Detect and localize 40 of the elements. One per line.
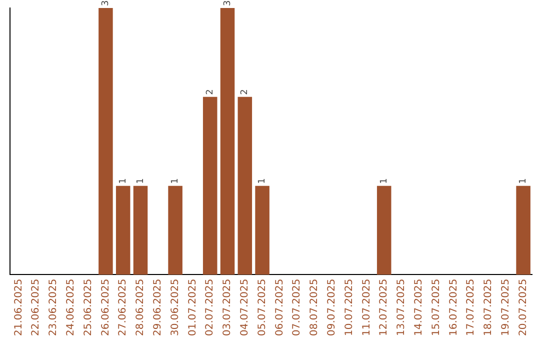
x-tick-label: 20.07.2025 (518, 278, 529, 336)
x-tick-label: 16.07.2025 (448, 278, 460, 336)
data-label: 3 (101, 0, 112, 6)
x-tick-label: 27.06.2025 (118, 278, 129, 336)
x-tick-label: 25.06.2025 (82, 278, 94, 336)
x-tick-label: 01.07.2025 (187, 278, 198, 336)
data-label: 1 (136, 178, 146, 184)
x-tick-label: 29.06.2025 (152, 278, 164, 336)
data-label: 1 (518, 178, 529, 184)
x-tick-label: 11.07.2025 (361, 278, 372, 336)
data-label: 1 (379, 178, 390, 184)
x-tick-label: 02.07.2025 (204, 278, 216, 336)
x-tick-label: 30.06.2025 (170, 278, 181, 336)
x-tick-label: 24.06.2025 (65, 278, 76, 336)
x-tick-label: 03.07.2025 (222, 278, 234, 336)
data-label: 1 (118, 178, 128, 184)
x-tick-label: 04.07.2025 (239, 278, 250, 336)
x-tick-label: 05.07.2025 (256, 278, 268, 336)
data-label: 2 (240, 89, 250, 95)
x-tick-label: 21.06.2025 (13, 278, 24, 336)
x-tick-label: 09.07.2025 (326, 278, 338, 336)
data-label: 2 (205, 89, 216, 95)
x-tick-label: 17.07.2025 (466, 278, 477, 336)
data-label: 1 (170, 178, 181, 184)
x-tick-label: 13.07.2025 (396, 278, 408, 336)
x-tick-label: 14.07.2025 (413, 278, 424, 336)
x-tick-label: 15.07.2025 (430, 278, 442, 336)
x-tick-label: 10.07.2025 (344, 278, 355, 336)
x-tick-label: 23.06.2025 (48, 278, 60, 336)
x-tick-label: 08.07.2025 (309, 278, 320, 336)
x-tick-label: 19.07.2025 (500, 278, 512, 336)
x-tick-label: 28.06.2025 (135, 278, 146, 336)
data-label: 3 (222, 0, 233, 6)
x-tick-label: 22.06.2025 (30, 278, 42, 336)
x-tick-label: 12.07.2025 (378, 278, 390, 336)
x-tick-label: 06.07.2025 (274, 278, 286, 336)
x-tick-label: 18.07.2025 (483, 278, 494, 336)
x-tick-label: 07.07.2025 (292, 278, 303, 336)
x-tick-label: 26.06.2025 (100, 278, 112, 336)
data-label: 1 (258, 178, 268, 184)
